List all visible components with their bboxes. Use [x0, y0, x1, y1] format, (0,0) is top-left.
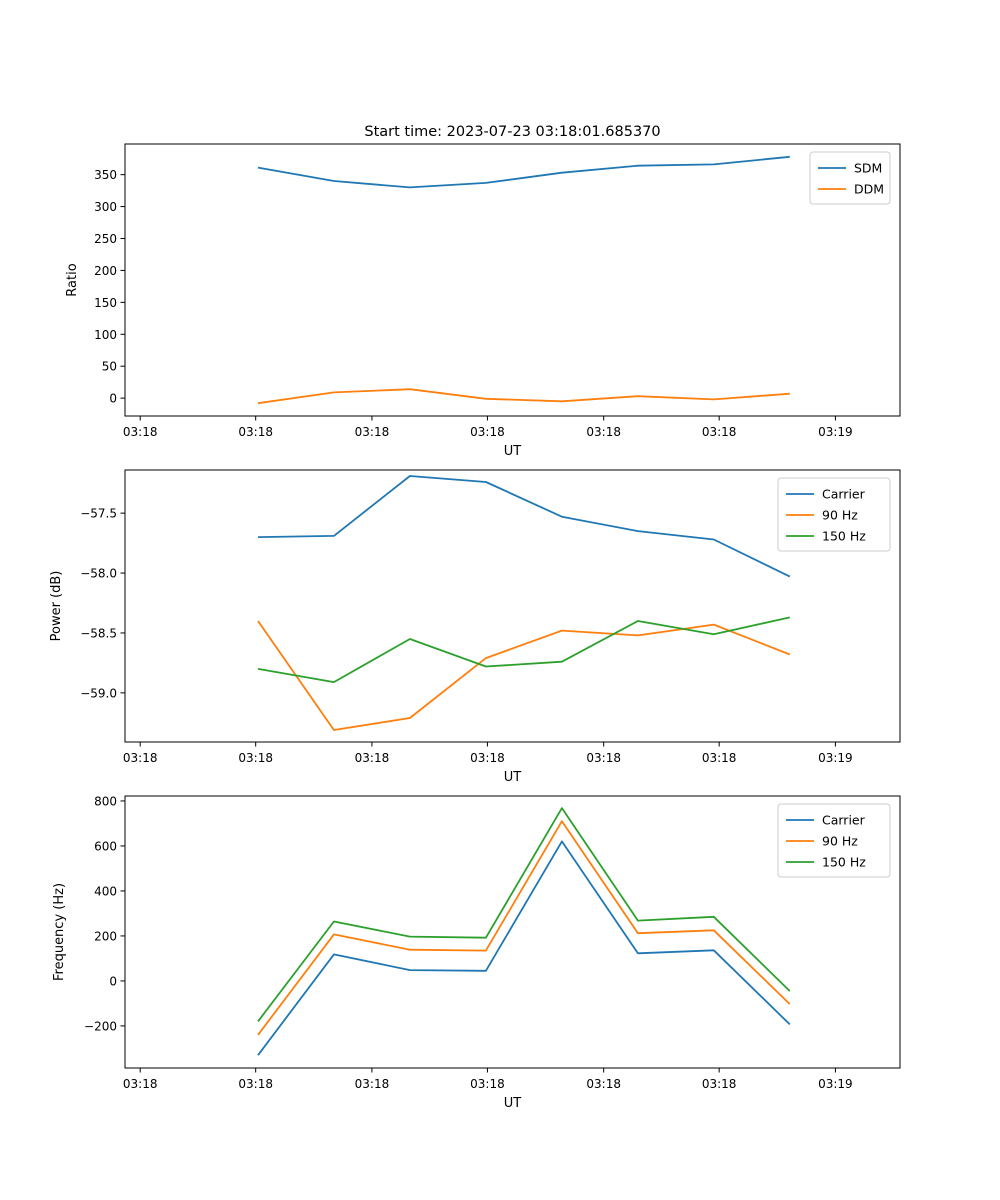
legend: Carrier 90 Hz 150 Hz	[777, 477, 891, 552]
x-axis-label: UT	[504, 1096, 522, 1111]
axes-frame	[124, 469, 901, 743]
legend-label: 90 Hz	[822, 508, 858, 523]
legend-label: Carrier	[822, 487, 866, 502]
y-tick-label: −58.0	[80, 567, 117, 581]
y-tick-label: 150	[94, 296, 117, 310]
x-tick-label: 03:18	[702, 425, 737, 439]
subplot-2: 03:18 03:18 03:18 03:18 03:18 03:18 03:19 −59.0…	[49, 469, 901, 785]
y-tick-label: 300	[94, 200, 117, 214]
x-tick-label: 03:19	[818, 425, 853, 439]
x-tick-label: 03:18	[355, 425, 390, 439]
series-line-sdm	[257, 155, 790, 189]
x-tick-label: 03:18	[470, 425, 505, 439]
legend-label: DDM	[854, 182, 884, 197]
x-tick-label: 03:18	[355, 751, 390, 765]
y-axis-label: Ratio	[65, 263, 80, 296]
y-tick-label: −57.5	[80, 507, 117, 521]
y-tick-label: 50	[102, 360, 117, 374]
x-axis-label: UT	[504, 770, 522, 785]
x-tick-label: 03:19	[818, 751, 853, 765]
chart-title: Start time: 2023-07-23 03:18:01.685370	[364, 124, 660, 140]
subplot-1: Start time: 2023-07-23 03:18:01.68537003…	[65, 124, 901, 459]
series-line-150-hz	[257, 616, 790, 683]
legend-frame	[777, 803, 891, 878]
series-line-150-hz	[257, 807, 791, 1022]
x-tick-label: 03:18	[470, 1077, 505, 1091]
y-tick-label: 200	[94, 264, 117, 278]
y-tick-label: −59.0	[80, 686, 117, 700]
series-line-90-hz	[257, 820, 791, 1036]
x-tick-label: 03:18	[238, 751, 273, 765]
y-tick-label: 400	[94, 884, 117, 898]
y-tick-label: 0	[109, 392, 117, 406]
legend-label: Carrier	[822, 813, 866, 828]
legend-frame	[809, 151, 891, 205]
y-tick-label: 100	[94, 328, 117, 342]
y-tick-label: −58.5	[80, 626, 117, 640]
legend: Carrier 90 Hz 150 Hz	[777, 803, 891, 878]
series-line-90-hz	[257, 620, 791, 731]
axes-frame	[124, 143, 901, 417]
y-tick-label: 250	[94, 232, 117, 246]
x-tick-label: 03:19	[818, 1077, 853, 1091]
x-tick-label: 03:18	[123, 1077, 158, 1091]
legend-label: 90 Hz	[822, 834, 858, 849]
x-tick-label: 03:18	[123, 425, 158, 439]
x-tick-label: 03:18	[702, 1077, 737, 1091]
axes-frame	[124, 795, 901, 1069]
y-tick-label: 800	[94, 794, 117, 808]
x-tick-label: 03:18	[586, 425, 621, 439]
series-line-carrier	[257, 475, 791, 578]
y-tick-label: 350	[94, 168, 117, 182]
x-tick-label: 03:18	[238, 1077, 273, 1091]
x-axis-label: UT	[504, 444, 522, 459]
legend-label: 150 Hz	[822, 529, 866, 544]
legend: SDM DDM	[809, 151, 891, 205]
series-line-carrier	[257, 840, 791, 1056]
legend-frame	[777, 477, 891, 552]
legend-label: 150 Hz	[822, 855, 866, 870]
x-tick-label: 03:18	[586, 751, 621, 765]
series-line-ddm	[257, 388, 790, 405]
y-axis-label: Frequency (Hz)	[52, 883, 67, 981]
y-tick-label: 0	[109, 974, 117, 988]
y-tick-label: −200	[84, 1019, 117, 1033]
y-tick-label: 600	[94, 839, 117, 853]
x-tick-label: 03:18	[238, 425, 273, 439]
legend-label: SDM	[854, 161, 882, 176]
x-tick-label: 03:18	[355, 1077, 390, 1091]
x-tick-label: 03:18	[702, 751, 737, 765]
y-tick-label: 200	[94, 929, 117, 943]
y-axis-label: Power (dB)	[49, 571, 64, 642]
x-tick-label: 03:18	[123, 751, 158, 765]
x-tick-label: 03:18	[470, 751, 505, 765]
subplot-3: 03:18 03:18 03:18 03:18 03:18 03:18 03:19 −200 0…	[52, 794, 901, 1111]
x-tick-label: 03:18	[586, 1077, 621, 1091]
